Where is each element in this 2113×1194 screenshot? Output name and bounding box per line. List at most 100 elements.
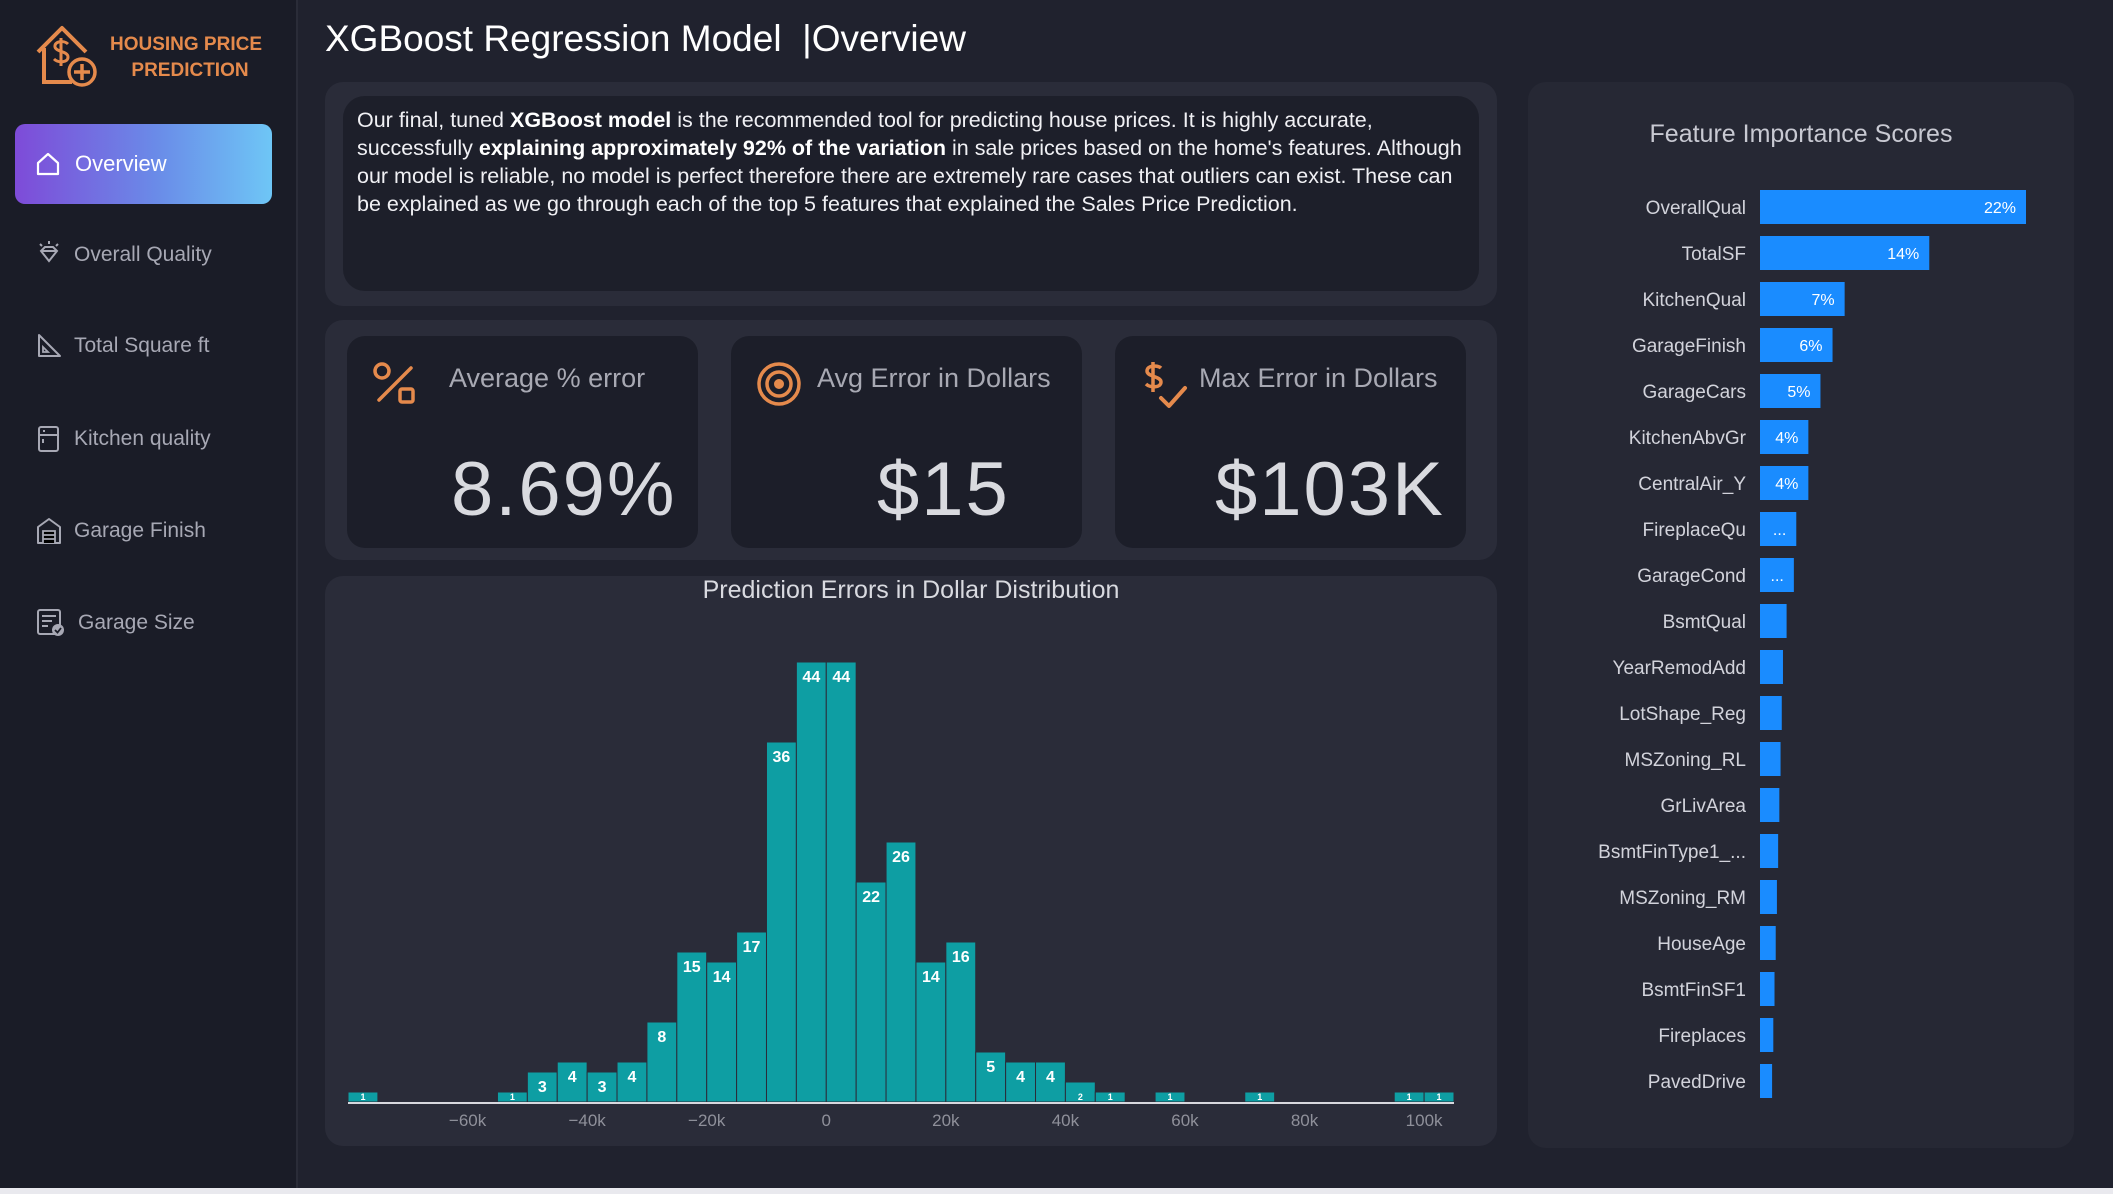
histogram-bar-label: 1 <box>1168 1092 1173 1102</box>
feature-importance-value: 7% <box>1812 292 1835 309</box>
histogram-bar-label: 8 <box>657 1029 666 1046</box>
feature-importance-bar <box>1760 834 1779 868</box>
feature-importance-bar <box>1760 926 1776 960</box>
sidebar-item-kitchen-quality[interactable]: Kitchen quality <box>36 425 211 453</box>
histogram-x-tick-label: −60k <box>449 1111 487 1130</box>
histogram-bar-label: 1 <box>360 1092 365 1102</box>
percent-icon <box>373 362 415 404</box>
dollar-check-icon <box>1144 362 1187 408</box>
feature-importance-bar <box>1760 880 1777 914</box>
kpi-card-avg-error-dollars: Avg Error in Dollars $15 <box>731 336 1082 548</box>
intro-text-bold: XGBoost model <box>509 108 672 132</box>
intro-text-part: Our final, tuned <box>357 108 510 132</box>
histogram-bar-label: 44 <box>832 669 850 686</box>
feature-importance-bar <box>1760 374 1821 408</box>
feature-importance-chart: OverallQual 22% TotalSF 14% KitchenQual 7% Gar… <box>1598 190 2026 1098</box>
feature-importance-bar <box>1760 1018 1774 1052</box>
histogram-x-tick-label: −40k <box>568 1111 606 1130</box>
intro-text: Our final, tuned XGBoost model is the re… <box>343 96 1479 291</box>
feature-importance-value: 6% <box>1799 338 1822 355</box>
histogram-bar <box>556 1061 588 1103</box>
histogram-bar-label: 15 <box>683 959 701 976</box>
histogram-bar <box>915 961 947 1103</box>
feature-importance-value: 4% <box>1775 476 1798 493</box>
feature-category-label: BsmtQual <box>1663 612 1746 633</box>
feature-importance-bar <box>1760 282 1845 316</box>
feature-importance-bar <box>1760 512 1797 546</box>
feature-category-label: OverallQual <box>1646 198 1746 219</box>
histogram-bar <box>586 1071 618 1103</box>
histogram-x-tick-label: 80k <box>1291 1111 1319 1130</box>
kpi-panel: Average % error 8.69% Avg Error in Dolla… <box>325 320 1497 560</box>
histogram-bar-label: 14 <box>922 969 940 986</box>
histogram-bar-label: 3 <box>538 1079 547 1096</box>
histogram-bar-label: 16 <box>952 949 970 966</box>
feature-importance-bar <box>1760 466 1809 500</box>
feature-category-label: KitchenAbvGr <box>1629 428 1747 449</box>
histogram-bar-label: 4 <box>1016 1069 1025 1086</box>
sidebar-item-total-square-ft[interactable]: Total Square ft <box>36 333 209 359</box>
diamond-icon <box>39 241 59 263</box>
histogram-bar <box>1005 1061 1037 1103</box>
brand-line-2: PREDICTION <box>131 60 249 81</box>
feature-importance-value: 5% <box>1787 384 1810 401</box>
feature-importance-bar <box>1760 558 1794 592</box>
histogram-bar-label: 44 <box>802 669 820 686</box>
kpi-card-max-error-dollars: Max Error in Dollars $103K <box>1115 336 1466 548</box>
feature-importance-bar <box>1760 604 1787 638</box>
histogram-bar <box>975 1051 1007 1103</box>
kpi-label: Avg Error in Dollars <box>817 363 1051 393</box>
feature-importance-bar <box>1760 788 1780 822</box>
feature-category-label: Fireplaces <box>1658 1026 1746 1047</box>
intro-text-part: in sale prices based on the home's featu… <box>357 136 1462 216</box>
histogram-x-tick-label: 20k <box>932 1111 960 1130</box>
feature-category-label: FireplaceQu <box>1643 520 1747 541</box>
feature-importance-value: ... <box>1771 568 1784 585</box>
home-icon <box>36 152 60 176</box>
histogram-x-tick-label: 100k <box>1406 1111 1443 1130</box>
histogram-panel: Prediction Errors in Dollar Distribution… <box>325 576 1497 1146</box>
sidebar-item-label: Garage Size <box>78 611 195 634</box>
garage-icon <box>37 518 61 544</box>
feature-importance-bar <box>1760 972 1775 1006</box>
feature-importance-value: 22% <box>1984 200 2016 217</box>
sidebar-item-garage-finish[interactable]: Garage Finish <box>36 517 206 545</box>
sidebar-item-label: Kitchen quality <box>74 427 211 450</box>
sidebar-item-label: Garage Finish <box>74 519 206 542</box>
feature-importance-value: 4% <box>1775 430 1798 447</box>
histogram-x-tick-label: −20k <box>688 1111 726 1130</box>
kpi-card-average-percent-error: Average % error 8.69% <box>347 336 698 548</box>
feature-importance-title: Feature Importance Scores <box>1649 120 1953 148</box>
histogram-bar-label: 22 <box>862 889 880 906</box>
kpi-label: Average % error <box>449 363 646 393</box>
sidebar-item-overall-quality[interactable]: Overall Quality <box>36 241 212 269</box>
histogram-bar-label: 5 <box>986 1059 995 1076</box>
brand-logo: HOUSING PRICE PREDICTION <box>32 20 292 96</box>
intro-panel: Our final, tuned XGBoost model is the re… <box>325 82 1497 306</box>
histogram-bar <box>855 881 887 1103</box>
histogram-bar-label: 17 <box>743 939 761 956</box>
histogram-bar-label: 1 <box>1257 1092 1262 1102</box>
histogram-bar <box>646 1021 678 1103</box>
feature-category-label: YearRemodAdd <box>1613 658 1746 679</box>
histogram-bar-label: 26 <box>892 849 910 866</box>
triangle-ruler-icon <box>38 334 61 357</box>
kpi-value: $15 <box>877 447 1010 532</box>
histogram-bar-label: 4 <box>1046 1069 1055 1086</box>
feature-category-label: MSZoning_RM <box>1619 888 1746 909</box>
histogram-bar-label: 1 <box>1437 1092 1442 1102</box>
target-icon <box>757 362 801 406</box>
feature-category-label: CentralAir_Y <box>1638 474 1746 495</box>
feature-importance-bar <box>1760 742 1781 776</box>
house-dollar-icon <box>36 26 97 87</box>
sidebar-item-overview[interactable]: Overview <box>15 124 272 204</box>
histogram-bar-label: 1 <box>1108 1092 1113 1102</box>
sidebar-item-garage-size[interactable]: Garage Size <box>36 608 195 638</box>
histogram-x-tick-label: 60k <box>1171 1111 1199 1130</box>
histogram-bar <box>885 841 917 1103</box>
histogram-title: Prediction Errors in Dollar Distribution <box>702 576 1120 604</box>
feature-category-label: MSZoning_RL <box>1625 750 1746 771</box>
intro-text-bold: explaining approximately 92% of the vari… <box>478 136 947 160</box>
histogram-bar-label: 14 <box>713 969 731 986</box>
feature-importance-value: 14% <box>1887 246 1919 263</box>
